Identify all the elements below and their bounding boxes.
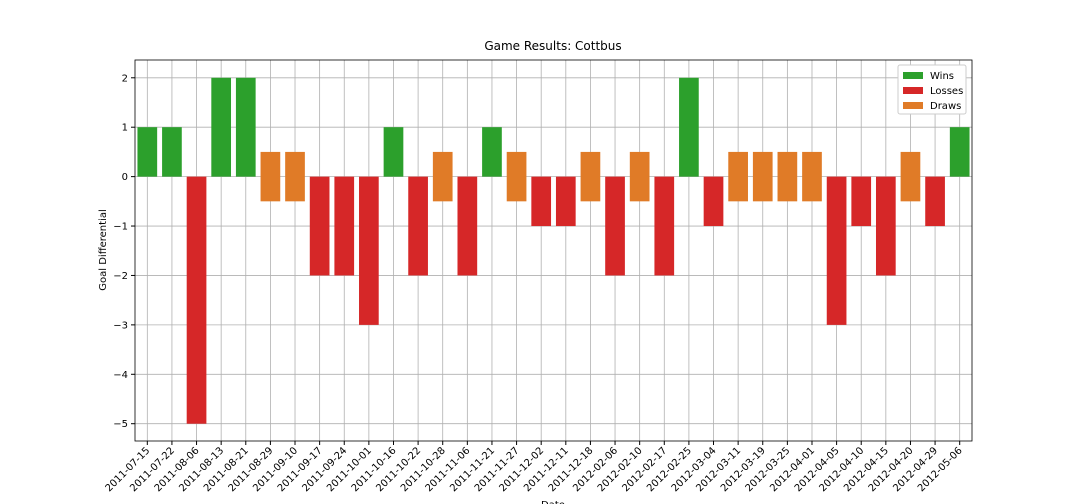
bar bbox=[211, 77, 232, 177]
bar bbox=[580, 151, 601, 202]
bar bbox=[432, 151, 453, 202]
bar bbox=[654, 176, 675, 276]
y-tick-label: 1 bbox=[122, 123, 128, 134]
y-tick-label: −4 bbox=[113, 370, 128, 381]
bar bbox=[900, 151, 921, 202]
legend-swatch bbox=[903, 102, 923, 109]
legend-label: Wins bbox=[930, 71, 954, 82]
bar bbox=[235, 77, 256, 177]
bar bbox=[285, 151, 305, 202]
bar bbox=[260, 151, 281, 202]
legend-label: Draws bbox=[930, 101, 961, 112]
bar bbox=[137, 127, 158, 177]
y-tick-label: −2 bbox=[113, 271, 128, 282]
bar bbox=[949, 127, 970, 177]
y-tick-label: −3 bbox=[113, 320, 128, 331]
y-tick-label: 0 bbox=[122, 172, 128, 183]
bar bbox=[752, 151, 773, 202]
bar bbox=[457, 176, 478, 276]
bar bbox=[334, 176, 355, 276]
legend-swatch bbox=[903, 87, 923, 94]
bar bbox=[851, 176, 872, 227]
y-tick-label: −1 bbox=[113, 222, 128, 233]
bar bbox=[802, 151, 822, 202]
y-tick-label: 2 bbox=[122, 73, 128, 84]
bar bbox=[605, 176, 625, 276]
y-tick-label: −5 bbox=[113, 419, 128, 430]
bar bbox=[482, 127, 502, 177]
bar bbox=[875, 176, 896, 276]
bar bbox=[506, 151, 527, 202]
bar bbox=[383, 127, 404, 177]
bar bbox=[408, 176, 428, 276]
legend-swatch bbox=[903, 72, 923, 79]
chart-title: Game Results: Cottbus bbox=[484, 39, 621, 53]
x-axis-label: Date bbox=[541, 500, 565, 504]
bar bbox=[629, 151, 650, 202]
bar bbox=[777, 151, 798, 202]
legend-label: Losses bbox=[930, 86, 963, 97]
bar bbox=[826, 176, 847, 325]
bar bbox=[728, 151, 748, 202]
bar bbox=[703, 176, 724, 227]
bar bbox=[162, 127, 182, 177]
bar bbox=[186, 176, 207, 424]
bar bbox=[309, 176, 330, 276]
bar bbox=[531, 176, 552, 227]
plot-frame bbox=[134, 59, 973, 442]
bar bbox=[925, 176, 945, 227]
bar bbox=[555, 176, 576, 227]
bar bbox=[359, 176, 379, 325]
bar bbox=[679, 77, 699, 177]
y-axis-label: Goal Differential bbox=[98, 209, 109, 290]
